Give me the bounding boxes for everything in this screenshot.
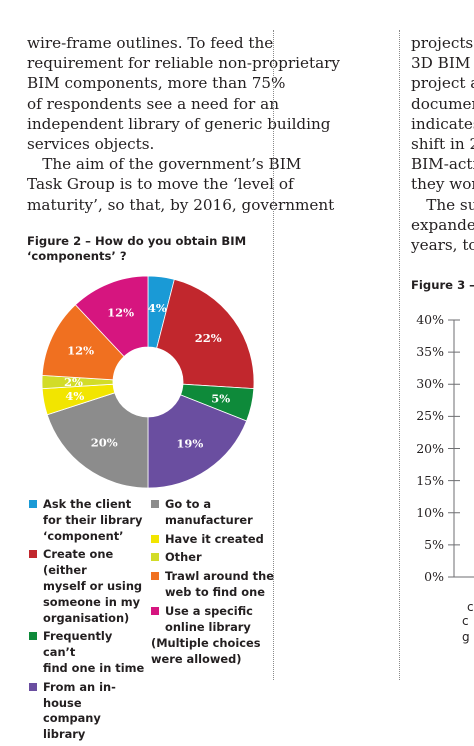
body-text-line: 3D BIM –	[411, 54, 474, 73]
legend-item: Other	[151, 550, 276, 566]
legend-item: From an in-house company library	[29, 680, 147, 743]
donut-slice-label: 4%	[148, 301, 167, 315]
y-tick-label: 5%	[424, 536, 444, 552]
body-text-line: maturity’, so that, by 2016, government	[27, 195, 335, 214]
y-tick-label: 0%	[424, 569, 444, 584]
y-tick-label: 30%	[416, 376, 444, 392]
x-label-fragment: c	[462, 614, 469, 628]
donut-slice-label: 19%	[176, 437, 203, 451]
body-text-line: shift in 201	[411, 135, 474, 154]
body-text-line: BIM components, more than 75%	[27, 74, 286, 93]
right-column-text: projects are 3D BIM –project anddocumenta…	[411, 33, 474, 255]
donut-slice-label: 12%	[67, 343, 94, 357]
donut-slice	[46, 392, 149, 489]
body-text-line: services objects.	[27, 135, 155, 154]
body-text-line: they work	[411, 175, 474, 194]
body-text-line: indicates th	[411, 114, 474, 133]
legend-label: Other	[165, 550, 202, 565]
body-text-line: independent library of generic building	[27, 114, 331, 133]
body-text-line: of respondents see a need for an	[27, 94, 279, 113]
legend-right: Go to a manufacturer Have it created Other…	[151, 497, 276, 668]
donut-slice	[74, 275, 149, 358]
legend-label: Go to a manufacturer	[165, 497, 253, 527]
body-text-line: years, to co	[411, 236, 474, 255]
legend-swatch	[151, 500, 159, 508]
body-text-line: The aim of the government’s BIM	[27, 155, 302, 174]
legend-label: Use a specific online library	[165, 603, 253, 634]
donut-slice-label: 2%	[64, 375, 83, 389]
donut-slice-label: 12%	[107, 306, 134, 320]
legend-item: Trawl around the web to find one	[151, 569, 276, 601]
legend-item: Use a specific online library	[151, 604, 276, 636]
body-text-line: The surv	[426, 195, 474, 214]
donut-slice	[156, 278, 255, 390]
multiple-choice-note: (Multiple choices were allowed)	[151, 636, 261, 667]
legend-swatch	[29, 550, 37, 559]
legend-swatch	[151, 553, 159, 562]
body-text-line: requirement for reliable non-proprietary	[27, 54, 341, 73]
left-column-text: wire-frame outlines. To feed the requirem…	[27, 33, 341, 215]
legend-item: Have it created	[151, 532, 276, 548]
legend-label: From an in-house company library	[43, 679, 116, 742]
column-divider	[273, 30, 274, 680]
legend-item: Ask the client for their library ‘compon…	[29, 497, 147, 544]
legend-swatch	[29, 682, 37, 691]
column-divider	[399, 30, 400, 680]
donut-slice-label: 22%	[195, 331, 222, 345]
legend-item: Create one (either myself or using someo…	[29, 547, 147, 626]
legend-label: Ask the client for their library ‘compon…	[43, 497, 143, 543]
figure-3-title: Figure 3 –	[411, 278, 474, 292]
donut-slice-label: 20%	[91, 435, 118, 449]
legend-swatch	[151, 606, 159, 615]
body-text-line: wire-frame outlines. To feed the	[27, 34, 274, 52]
figure-2-title: Figure 2 – How do you obtain BIM ‘compon…	[27, 234, 247, 263]
donut-slice	[147, 394, 248, 489]
legend-label: Trawl around the web to find one	[165, 569, 274, 599]
y-tick-label: 35%	[416, 344, 444, 360]
legend-label: Frequently can’t find one in time	[43, 629, 145, 675]
legend-label: Create one (either myself or using someo…	[43, 547, 143, 625]
donut-chart: 4%22%5%19%20%4%2%12%12%	[41, 275, 255, 489]
legend-swatch	[151, 534, 159, 543]
donut-slice-label: 4%	[65, 389, 84, 403]
y-tick-label: 10%	[416, 504, 444, 520]
body-text-line: BIM-active	[411, 155, 474, 174]
legend-label: Have it created	[165, 531, 264, 546]
donut-slice-label: 5%	[211, 391, 230, 405]
legend-swatch	[151, 572, 159, 581]
y-tick-label: 15%	[416, 472, 444, 488]
y-tick-label: 40%	[416, 312, 444, 327]
body-text-line: documenta	[411, 94, 474, 113]
body-text-line: projects are	[411, 34, 474, 52]
body-text-line: Task Group is to move the ‘level of	[27, 175, 294, 194]
legend-item: Frequently can’t find one in time	[29, 629, 147, 676]
figure-3-axis	[448, 319, 474, 578]
x-label-fragment: g	[462, 630, 470, 644]
x-label-fragment: c	[467, 600, 474, 614]
y-tick-label: 20%	[416, 440, 444, 456]
legend-item: Go to a manufacturer	[151, 497, 276, 529]
y-tick-label: 25%	[416, 408, 444, 424]
body-text-line: expanded b	[411, 215, 474, 234]
legend-swatch	[29, 632, 37, 641]
legend-left: Ask the client for their library ‘compon…	[29, 497, 147, 746]
legend-swatch	[29, 500, 37, 508]
body-text-line: project and	[411, 74, 474, 93]
